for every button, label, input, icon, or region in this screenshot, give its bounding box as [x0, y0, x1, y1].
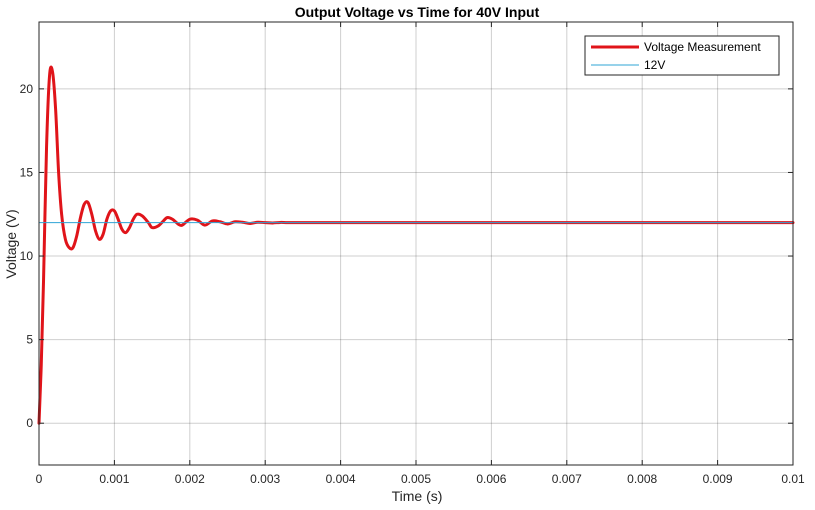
x-tick-label: 0.006	[476, 472, 506, 486]
x-tick-label: 0.002	[175, 472, 205, 486]
y-tick-label: 15	[20, 165, 34, 179]
series-layer	[37, 65, 795, 425]
x-tick-label: 0.001	[99, 472, 129, 486]
legend-box	[584, 35, 780, 76]
chart-title: Output Voltage vs Time for 40V Input	[295, 4, 540, 20]
x-tick-label: 0.004	[326, 472, 356, 486]
x-tick-label: 0.003	[250, 472, 280, 486]
y-tick-label: 0	[26, 416, 33, 430]
legend: Voltage Measurement 12V	[584, 35, 780, 76]
x-axis-label: Time (s)	[392, 488, 443, 504]
x-tick-label: 0.008	[627, 472, 657, 486]
ticks: 0 0.001 0.002 0.003 0.004 0.005 0.006 0.007 0.00…	[20, 22, 805, 486]
y-tick-label: 5	[26, 333, 33, 347]
x-tick-label: 0.005	[401, 472, 431, 486]
x-tick-label: 0.009	[703, 472, 733, 486]
legend-label-12v: 12V	[644, 58, 665, 72]
legend-label-voltage-measurement: Voltage Measurement	[644, 40, 761, 54]
y-tick-label: 10	[20, 249, 34, 263]
x-tick-label: 0.01	[781, 472, 805, 486]
x-tick-label: 0.007	[552, 472, 582, 486]
y-axis-label: Voltage (V)	[3, 209, 19, 278]
y-tick-label: 20	[20, 82, 34, 96]
x-tick-label: 0	[36, 472, 43, 486]
